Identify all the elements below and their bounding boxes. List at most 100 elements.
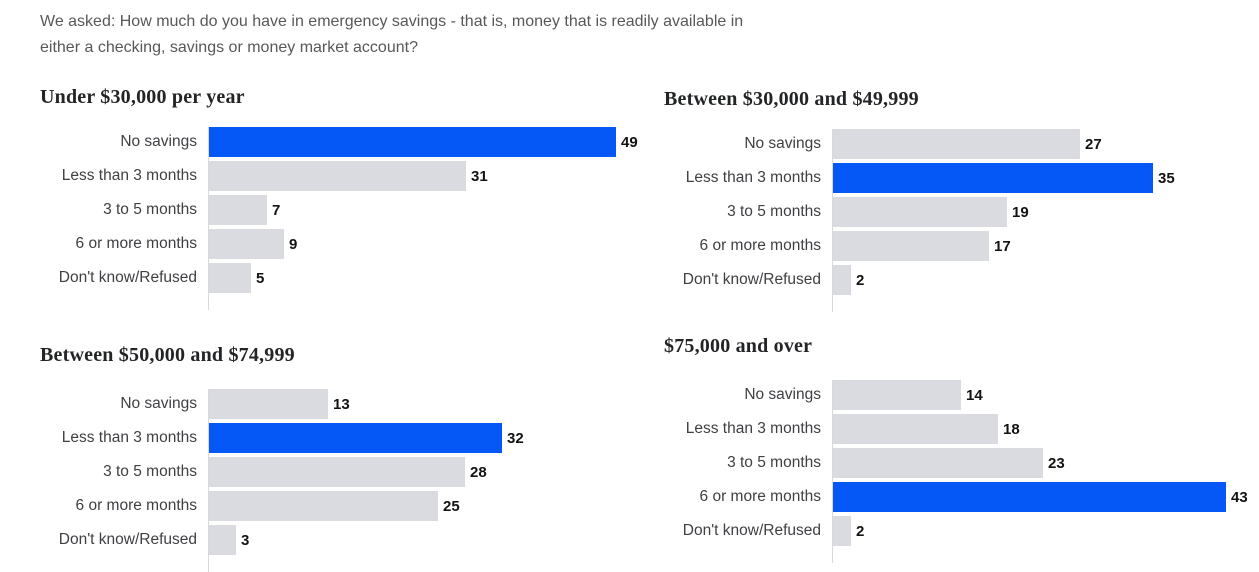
bar-chart: No savings Less than 3 months 3 to 5 month… xyxy=(664,129,1259,312)
bar-row: 5 xyxy=(209,263,646,293)
bar-row: 49 xyxy=(209,127,646,157)
value-label: 25 xyxy=(443,497,460,515)
panel-title: Under $30,000 per year xyxy=(40,86,245,108)
chart-panel-75k-and-over: $75,000 and over No savings Less than 3 m… xyxy=(664,335,1259,563)
bar xyxy=(209,263,251,293)
category-label: Less than 3 months xyxy=(61,429,197,446)
value-label: 23 xyxy=(1048,454,1065,472)
value-label: 28 xyxy=(470,463,487,481)
bars-area: 27 35 19 17 2 xyxy=(832,129,1259,312)
chart-panel-30k-to-49k: Between $30,000 and $49,999 No savings Le… xyxy=(664,88,1259,312)
bar-row: 35 xyxy=(833,163,1259,193)
bar-row: 27 xyxy=(833,129,1259,159)
bar-row: 17 xyxy=(833,231,1259,261)
bar-row: 43 xyxy=(833,482,1259,512)
bar xyxy=(209,229,284,259)
bar-chart: No savings Less than 3 months 3 to 5 month… xyxy=(664,380,1259,563)
value-label: 43 xyxy=(1231,488,1248,506)
bars-area: 13 32 28 25 3 xyxy=(208,389,646,572)
bar-row: 28 xyxy=(209,457,646,487)
bar xyxy=(209,389,328,419)
chart-panel-under-30k: Under $30,000 per year No savings Less th… xyxy=(40,86,646,310)
category-label: Less than 3 months xyxy=(685,420,821,437)
chart-panel-50k-to-74k: Between $50,000 and $74,999 No savings Le… xyxy=(40,344,646,572)
bar xyxy=(209,457,465,487)
bars-area: 14 18 23 43 2 xyxy=(832,380,1259,563)
bar xyxy=(209,491,438,521)
bar-row: 32 xyxy=(209,423,646,453)
value-label: 31 xyxy=(471,167,488,185)
bar xyxy=(833,197,1007,227)
bar-row: 7 xyxy=(209,195,646,225)
value-label: 18 xyxy=(1003,420,1020,438)
bar-row: 2 xyxy=(833,265,1259,295)
value-label: 9 xyxy=(289,235,298,253)
category-label: Less than 3 months xyxy=(685,169,821,186)
category-label: 6 or more months xyxy=(75,235,197,252)
bar-row: 3 xyxy=(209,525,646,555)
value-label: 14 xyxy=(966,386,983,404)
value-label: 7 xyxy=(272,201,281,219)
category-labels-column: No savings Less than 3 months 3 to 5 month… xyxy=(40,389,208,572)
category-label: 6 or more months xyxy=(699,237,821,254)
bar xyxy=(833,265,851,295)
category-label: 3 to 5 months xyxy=(103,463,197,480)
category-labels-column: No savings Less than 3 months 3 to 5 month… xyxy=(664,380,832,563)
bar-highlighted xyxy=(833,163,1153,193)
question-text: We asked: How much do you have in emerge… xyxy=(40,9,743,61)
bar xyxy=(209,161,466,191)
category-label: Don't know/Refused xyxy=(58,531,197,548)
category-label: No savings xyxy=(120,133,197,150)
panel-title: $75,000 and over xyxy=(664,335,813,357)
value-label: 2 xyxy=(856,522,865,540)
bar xyxy=(209,525,236,555)
category-label: No savings xyxy=(744,386,821,403)
category-label: Don't know/Refused xyxy=(682,271,821,288)
bar xyxy=(833,129,1080,159)
question-line-2: either a checking, savings or money mark… xyxy=(40,39,418,56)
category-label: No savings xyxy=(120,395,197,412)
value-label: 35 xyxy=(1158,169,1175,187)
question-line-1: We asked: How much do you have in emerge… xyxy=(40,13,744,30)
bar xyxy=(833,516,851,546)
category-label: 3 to 5 months xyxy=(103,201,197,218)
category-label: 3 to 5 months xyxy=(727,203,821,220)
value-label: 2 xyxy=(856,271,865,289)
value-label: 3 xyxy=(241,531,250,549)
category-labels-column: No savings Less than 3 months 3 to 5 month… xyxy=(40,127,208,310)
value-label: 32 xyxy=(507,429,524,447)
bar-highlighted xyxy=(833,482,1226,512)
bar-chart: No savings Less than 3 months 3 to 5 month… xyxy=(40,127,646,310)
category-label: Don't know/Refused xyxy=(682,522,821,539)
category-label: 3 to 5 months xyxy=(727,454,821,471)
value-label: 19 xyxy=(1012,203,1029,221)
category-labels-column: No savings Less than 3 months 3 to 5 month… xyxy=(664,129,832,312)
bar-chart: No savings Less than 3 months 3 to 5 month… xyxy=(40,389,646,572)
bar xyxy=(833,380,961,410)
bar xyxy=(833,448,1043,478)
category-label: 6 or more months xyxy=(699,488,821,505)
bar-row: 14 xyxy=(833,380,1259,410)
bar-row: 23 xyxy=(833,448,1259,478)
bar-row: 2 xyxy=(833,516,1259,546)
bar-row: 25 xyxy=(209,491,646,521)
bar xyxy=(833,231,989,261)
panel-title: Between $30,000 and $49,999 xyxy=(664,88,919,110)
value-label: 49 xyxy=(621,133,638,151)
category-label: Less than 3 months xyxy=(61,167,197,184)
panel-title: Between $50,000 and $74,999 xyxy=(40,344,295,366)
bar-highlighted xyxy=(209,423,502,453)
bar-row: 18 xyxy=(833,414,1259,444)
bar-row: 31 xyxy=(209,161,646,191)
bar xyxy=(209,195,267,225)
value-label: 13 xyxy=(333,395,350,413)
value-label: 27 xyxy=(1085,135,1102,153)
category-label: Don't know/Refused xyxy=(58,269,197,286)
value-label: 5 xyxy=(256,269,265,287)
bars-area: 49 31 7 9 5 xyxy=(208,127,646,310)
value-label: 17 xyxy=(994,237,1011,255)
bar-highlighted xyxy=(209,127,616,157)
category-label: 6 or more months xyxy=(75,497,197,514)
category-label: No savings xyxy=(744,135,821,152)
bar-row: 13 xyxy=(209,389,646,419)
